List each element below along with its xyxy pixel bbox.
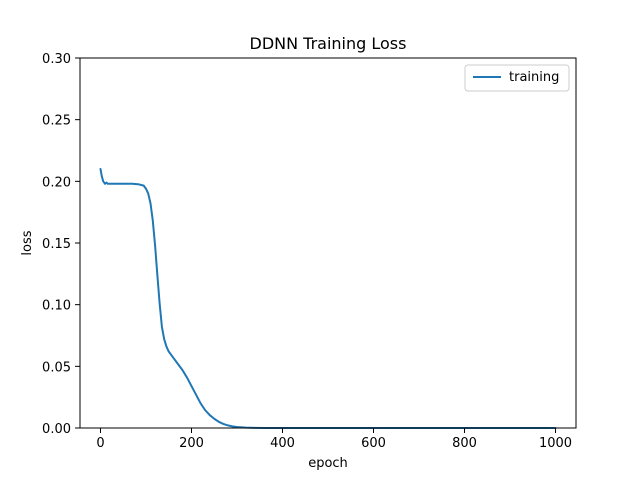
y-tick-label: 0.25 [42,114,71,129]
y-tick-label: 0.15 [42,237,71,252]
y-tick-label: 0.00 [42,422,71,437]
y-axis-label: loss [20,230,35,255]
x-tick-label: 0 [96,436,104,451]
y-tick-label: 0.20 [42,175,71,190]
x-tick-label: 600 [361,436,386,451]
x-tick-label: 800 [452,436,477,451]
x-tick-label: 400 [270,436,295,451]
legend-box [464,64,570,92]
series-line-training [99,168,557,429]
y-tick-label: 0.05 [42,360,71,375]
x-axis-label: epoch [308,456,348,471]
y-tick-label: 0.30 [42,52,71,67]
chart-title: DDNN Training Loss [250,34,407,53]
x-tick-label: 1000 [539,436,572,451]
y-tick-label: 0.10 [42,299,71,314]
x-tick-label: 200 [179,436,204,451]
legend-label-training: training [509,70,559,85]
legend: training [464,64,570,92]
